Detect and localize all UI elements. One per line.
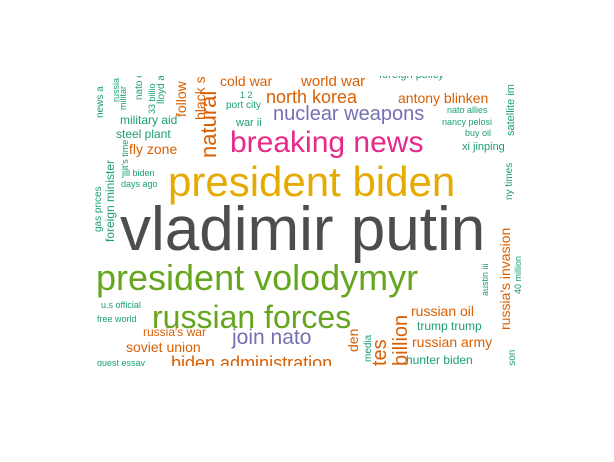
cloud-word: 40 million xyxy=(513,256,523,294)
cloud-word: tes xyxy=(369,339,391,366)
cloud-word: u.s official xyxy=(101,300,141,310)
cloud-word: militar xyxy=(118,86,128,110)
cloud-word: russia's invasion xyxy=(497,228,513,330)
cloud-word: buy oil xyxy=(465,128,491,138)
cloud-word: soviet union xyxy=(126,339,201,355)
cloud-word: trump trump xyxy=(417,319,482,333)
cloud-word: ny times xyxy=(504,163,515,200)
cloud-word: nato allies xyxy=(447,105,488,115)
cloud-word: russian army xyxy=(412,334,492,350)
cloud-word: russia's war xyxy=(143,325,206,339)
cloud-word: president volodymyr xyxy=(96,257,418,298)
cloud-word: austin iii xyxy=(480,263,490,296)
cloud-word: den xyxy=(345,329,361,352)
cloud-word: president biden xyxy=(168,158,455,205)
cloud-word: russian oil xyxy=(411,303,474,319)
cloud-word: russia xyxy=(111,78,121,102)
cloud-word: natural xyxy=(196,91,221,158)
cloud-word: foreign minister xyxy=(103,160,117,242)
cloud-word: 33 billio xyxy=(147,83,157,114)
cloud-word: nuclear weapons xyxy=(273,103,424,125)
cloud-word: port city xyxy=(226,100,261,111)
cloud-word: fly zone xyxy=(129,141,177,157)
cloud-word: black sea xyxy=(192,61,208,120)
cloud-word: satellite im xyxy=(505,84,517,136)
cloud-word: russian forces xyxy=(152,299,351,335)
cloud-word: lson xyxy=(507,350,518,368)
cloud-word: breaking news xyxy=(230,126,423,159)
cloud-word: hunter biden xyxy=(406,353,473,367)
cloud-word: guest essay xyxy=(97,358,146,368)
cloud-word: foreign policy xyxy=(379,69,444,81)
cloud-word: nancy pelosi xyxy=(442,117,492,127)
cloud-word: free world xyxy=(97,314,137,324)
cloud-word: biden administration xyxy=(171,353,332,373)
cloud-word: antony blinken xyxy=(398,90,488,106)
cloud-word: cold war xyxy=(220,73,272,89)
cloud-word: steel plant xyxy=(116,127,171,141)
cloud-word: 1 2 xyxy=(240,90,253,100)
cloud-word: vladimir putin xyxy=(120,195,485,264)
cloud-word: days ago xyxy=(121,179,158,189)
cloud-word: military aid xyxy=(120,113,177,127)
cloud-word: it's time xyxy=(120,140,130,170)
cloud-word: xi jinping xyxy=(462,141,505,153)
cloud-word: billion xyxy=(390,315,412,366)
cloud-word: jill biden xyxy=(121,168,155,178)
cloud-word: news a xyxy=(95,86,106,118)
cloud-word: nato c xyxy=(134,73,145,100)
cloud-word: war ii xyxy=(235,117,262,129)
cloud-word: lloyd a xyxy=(156,75,167,104)
cloud-word: follow xyxy=(173,80,189,117)
cloud-word: north korea xyxy=(266,87,358,107)
cloud-word: join nato xyxy=(231,326,311,349)
cloud-word: world war xyxy=(300,73,365,90)
cloud-word: media xyxy=(363,334,374,362)
cloud-word: gas prices xyxy=(93,186,104,232)
